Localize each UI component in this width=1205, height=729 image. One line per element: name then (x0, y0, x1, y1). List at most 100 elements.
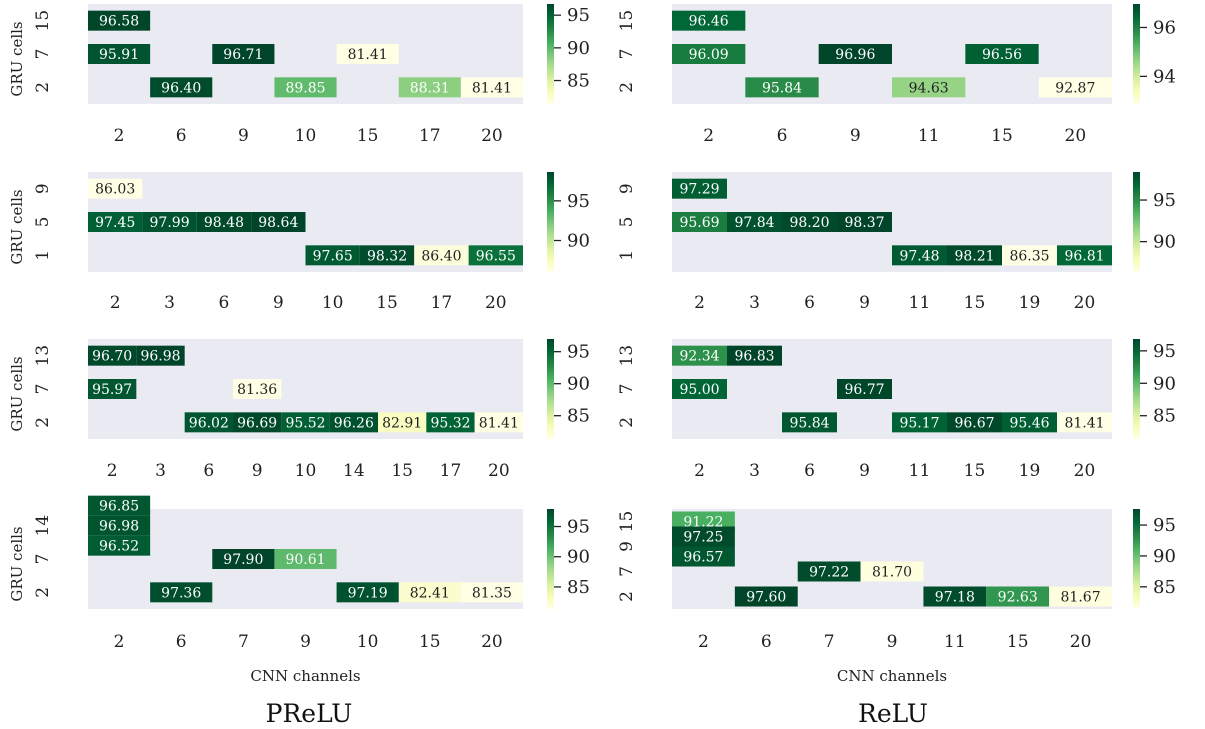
colorbar-tick-label: 90 (567, 547, 590, 568)
heatmap-cell (150, 582, 213, 603)
y-tick-label: 9 (617, 541, 637, 552)
heatmap-cell (986, 586, 1050, 607)
heatmap-cell (892, 412, 947, 433)
cell-value-label: 96.46 (689, 14, 729, 30)
heatmap-cell (212, 549, 275, 569)
y-axis-label: GRU cells (8, 189, 26, 264)
cell-value-label: 82.41 (410, 585, 450, 601)
cell-value-label: 92.63 (998, 590, 1038, 606)
cell-value-label: 98.37 (844, 215, 884, 231)
heatmap-cell (672, 178, 727, 199)
y-tick-label: 7 (617, 566, 637, 577)
heatmap-cell (184, 412, 233, 433)
x-tick-label: 6 (777, 126, 788, 146)
heatmap-panel: 97.29 95.69 97.84 98.20 98.37 97.48 98.21 86.35… (617, 172, 1176, 313)
heatmap-cell (329, 412, 378, 433)
x-tick-label: 20 (1070, 632, 1092, 652)
x-tick-label: 15 (419, 632, 441, 652)
heatmap-cell (672, 10, 746, 31)
cell-value-label: 95.17 (899, 415, 939, 431)
heatmap-cell (1002, 412, 1057, 433)
x-tick-label: 2 (698, 632, 709, 652)
cell-value-label: 95.97 (92, 382, 132, 398)
heatmap-cell (1002, 245, 1057, 266)
heatmap-cell (88, 44, 151, 64)
heatmap-cell (359, 245, 415, 266)
y-axis-label: GRU cells (8, 21, 26, 96)
heatmap-cell (136, 345, 185, 366)
x-tick-label: 15 (1007, 632, 1029, 652)
cell-value-label: 97.19 (348, 585, 388, 601)
cell-value-label: 97.29 (679, 182, 719, 198)
heatmap-cell (88, 379, 137, 399)
cell-value-label: 81.67 (1061, 590, 1101, 606)
x-tick-label: 2 (110, 293, 121, 313)
cell-value-label: 95.32 (430, 415, 470, 431)
x-tick-label: 17 (431, 293, 453, 313)
heatmap-cell (88, 178, 143, 199)
x-tick-label: 9 (252, 461, 263, 481)
x-tick-label: 3 (749, 293, 760, 313)
x-tick-label: 9 (859, 461, 870, 481)
cell-value-label: 98.64 (258, 215, 298, 231)
cell-value-label: 98.32 (367, 248, 407, 264)
cell-value-label: 81.41 (348, 47, 388, 63)
heatmap-cell (142, 212, 197, 232)
heatmap-cell (727, 212, 782, 232)
heatmap-cell (734, 586, 798, 607)
y-tick-label: 2 (33, 417, 53, 428)
column-label-prelu: PReLU (266, 699, 353, 728)
y-tick-label: 7 (33, 384, 53, 395)
x-tick-label: 2 (703, 126, 714, 146)
cell-value-label: 92.34 (679, 349, 719, 365)
heatmap-panel: 96.46 96.09 96.96 95.84 96.56 94.63 92.87 2 6 9 11… (617, 4, 1176, 146)
heatmap-cell (1049, 586, 1112, 607)
y-tick-label: 2 (33, 82, 53, 93)
y-tick-label: 1 (617, 250, 637, 261)
heatmap-cell (1038, 77, 1112, 98)
x-tick-label: 2 (694, 293, 705, 313)
colorbar-tick-label: 95 (567, 5, 590, 26)
y-tick-label: 2 (617, 82, 637, 93)
colorbar-tick-label: 96 (1153, 17, 1176, 38)
y-tick-label: 15 (617, 10, 637, 32)
x-tick-label: 15 (964, 293, 986, 313)
heatmap-cell (88, 495, 151, 516)
cell-value-label: 96.58 (99, 14, 139, 30)
heatmap-cell (672, 546, 735, 567)
x-tick-label: 19 (1019, 461, 1041, 481)
heatmap-cell (336, 582, 399, 603)
cell-value-label: 86.03 (95, 182, 135, 198)
x-tick-label: 11 (909, 293, 931, 313)
heatmap-cell (672, 345, 727, 366)
heatmap-cell (88, 345, 137, 366)
cell-value-label: 96.09 (689, 47, 729, 63)
heatmap-cell (745, 77, 819, 98)
cell-value-label: 98.21 (954, 248, 994, 264)
heatmap-cell (281, 412, 330, 433)
y-tick-label: 1 (33, 250, 53, 261)
y-tick-label: 13 (33, 345, 53, 367)
x-tick-label: 3 (749, 461, 760, 481)
cell-value-label: 86.40 (421, 248, 461, 264)
cell-value-label: 96.98 (99, 519, 139, 535)
cell-value-label: 94.63 (909, 80, 949, 96)
colorbar (547, 172, 554, 272)
heatmap-cell (88, 212, 143, 232)
x-tick-label: 10 (322, 293, 344, 313)
x-tick-label: 6 (804, 293, 815, 313)
heatmap-cell (88, 515, 151, 536)
x-tick-label: 9 (850, 126, 861, 146)
cell-value-label: 81.35 (472, 585, 512, 601)
heatmap-cell (782, 412, 837, 433)
x-tick-label: 11 (909, 461, 931, 481)
heatmap-cell (1057, 245, 1112, 266)
x-axis-label: CNN channels (250, 667, 360, 685)
y-tick-label: 5 (617, 217, 637, 228)
x-tick-label: 9 (887, 632, 898, 652)
heatmap-cell (892, 77, 966, 98)
y-tick-label: 9 (33, 183, 53, 194)
heatmap-cell (672, 379, 727, 399)
heatmap-cell (233, 412, 282, 433)
